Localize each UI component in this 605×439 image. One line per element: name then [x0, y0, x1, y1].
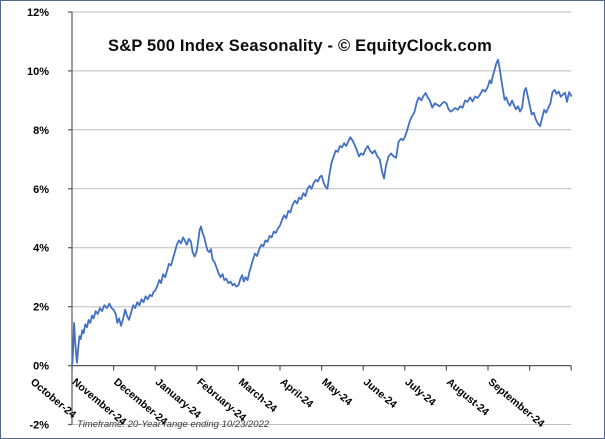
month-label: September-24 — [486, 376, 547, 430]
month-label: July-24 — [402, 376, 438, 409]
month-label: April-24 — [278, 376, 316, 410]
chart-title: S&P 500 Index Seasonality - © EquityCloc… — [108, 37, 492, 55]
timeframe-note: Timeframe: 20-Year range ending 10/23/20… — [77, 419, 270, 430]
y-tick-label: 8% — [33, 125, 49, 137]
month-label: May-24 — [319, 376, 354, 408]
seasonality-line — [71, 58, 573, 367]
y-tick-label: 10% — [27, 66, 49, 78]
y-tick-label: -2% — [29, 420, 49, 432]
month-label: June-24 — [361, 376, 399, 411]
y-tick-label: 2% — [33, 302, 49, 314]
month-label: August-24 — [444, 376, 491, 418]
y-tick-label: 12% — [27, 7, 49, 19]
y-tick-label: 6% — [33, 184, 49, 196]
y-tick-label: 0% — [33, 361, 49, 373]
y-tick-label: 4% — [33, 243, 49, 255]
